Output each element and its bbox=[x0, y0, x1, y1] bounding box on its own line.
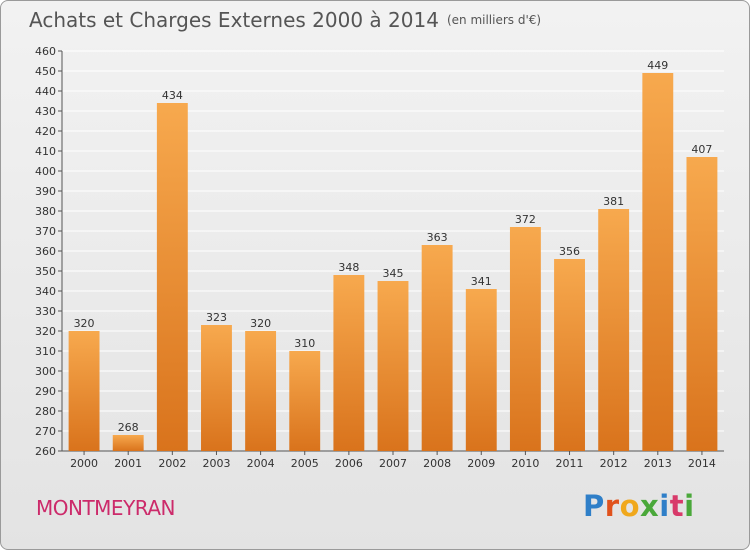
data-label-2005: 310 bbox=[294, 337, 315, 350]
bar-2013 bbox=[642, 73, 674, 451]
x-tick-label-2014: 2014 bbox=[688, 457, 716, 470]
y-tick-label: 360 bbox=[35, 245, 56, 258]
x-tick-label-2000: 2000 bbox=[70, 457, 98, 470]
y-tick-label: 390 bbox=[35, 185, 56, 198]
y-tick-label: 430 bbox=[35, 105, 56, 118]
y-tick-label: 290 bbox=[35, 385, 56, 398]
chart-title-text: Achats et Charges Externes 2000 à 2014 bbox=[29, 8, 439, 32]
x-tick-label-2008: 2008 bbox=[423, 457, 451, 470]
bar-2012 bbox=[598, 209, 630, 451]
data-label-2007: 345 bbox=[383, 267, 404, 280]
x-tick-label-2009: 2009 bbox=[467, 457, 495, 470]
bar-2001 bbox=[112, 435, 144, 451]
data-label-2013: 449 bbox=[647, 59, 668, 72]
x-tick-label-2012: 2012 bbox=[600, 457, 628, 470]
logo-letter: r bbox=[604, 489, 620, 523]
bar-2010 bbox=[509, 227, 541, 451]
logo-letter: i bbox=[659, 489, 670, 523]
region-name: MONTMEYRAN bbox=[36, 496, 176, 520]
data-label-2014: 407 bbox=[691, 143, 712, 156]
y-tick-label: 330 bbox=[35, 305, 56, 318]
logo-letter: x bbox=[640, 489, 660, 523]
data-label-2004: 320 bbox=[250, 317, 271, 330]
data-label-2006: 348 bbox=[338, 261, 359, 274]
y-tick-label: 400 bbox=[35, 165, 56, 178]
data-label-2002: 434 bbox=[162, 89, 183, 102]
x-tick-label-2007: 2007 bbox=[379, 457, 407, 470]
bar-2007 bbox=[377, 281, 409, 451]
data-label-2010: 372 bbox=[515, 213, 536, 226]
y-tick-label: 450 bbox=[35, 65, 56, 78]
proxiti-logo: Proxiti bbox=[583, 489, 695, 523]
y-tick-label: 260 bbox=[35, 445, 56, 458]
y-tick-label: 440 bbox=[35, 85, 56, 98]
y-tick-label: 460 bbox=[35, 45, 56, 58]
data-label-2012: 381 bbox=[603, 195, 624, 208]
data-label-2009: 341 bbox=[471, 275, 492, 288]
x-tick-label-2011: 2011 bbox=[556, 457, 584, 470]
x-tick-label-2010: 2010 bbox=[511, 457, 539, 470]
y-tick-label: 340 bbox=[35, 285, 56, 298]
bar-2014 bbox=[686, 157, 718, 451]
bar-2005 bbox=[289, 351, 321, 451]
y-tick-label: 280 bbox=[35, 405, 56, 418]
logo-letter: t bbox=[669, 489, 685, 523]
data-label-2000: 320 bbox=[74, 317, 95, 330]
y-tick-label: 270 bbox=[35, 425, 56, 438]
x-tick-label-2005: 2005 bbox=[291, 457, 319, 470]
y-tick-label: 420 bbox=[35, 125, 56, 138]
bar-2011 bbox=[554, 259, 585, 451]
data-label-2011: 356 bbox=[559, 245, 580, 258]
x-tick-label-2002: 2002 bbox=[158, 457, 186, 470]
y-tick-label: 380 bbox=[35, 205, 56, 218]
bar-2000 bbox=[68, 331, 100, 451]
x-tick-label-2006: 2006 bbox=[335, 457, 363, 470]
y-tick-label: 350 bbox=[35, 265, 56, 278]
bar-2002 bbox=[156, 103, 188, 451]
y-tick-label: 410 bbox=[35, 145, 56, 158]
logo-letter: P bbox=[583, 489, 605, 523]
data-label-2008: 363 bbox=[427, 231, 448, 244]
bar-2003 bbox=[201, 325, 232, 451]
y-tick-label: 370 bbox=[35, 225, 56, 238]
data-label-2003: 323 bbox=[206, 311, 227, 324]
x-tick-label-2013: 2013 bbox=[644, 457, 672, 470]
chart-title: Achats et Charges Externes 2000 à 2014 (e… bbox=[29, 8, 541, 32]
bar-2004 bbox=[245, 331, 277, 451]
bar-2006 bbox=[333, 275, 365, 451]
y-tick-label: 300 bbox=[35, 365, 56, 378]
data-label-2001: 268 bbox=[118, 421, 139, 434]
y-tick-label: 320 bbox=[35, 325, 56, 338]
bar-2008 bbox=[421, 245, 453, 451]
chart-unit: (en milliers d'€) bbox=[446, 13, 542, 27]
x-tick-label-2003: 2003 bbox=[202, 457, 230, 470]
y-tick-label: 310 bbox=[35, 345, 56, 358]
bar-2009 bbox=[465, 289, 497, 451]
data-labels: 320 268 434 323 320 310 348 345 363 341 372 356 381 4… bbox=[74, 59, 713, 434]
x-tick-label-2004: 2004 bbox=[247, 457, 275, 470]
logo-letter: o bbox=[619, 489, 641, 523]
x-tick-label-2001: 2001 bbox=[114, 457, 142, 470]
logo-letter: i bbox=[684, 489, 695, 523]
bars bbox=[68, 73, 718, 451]
